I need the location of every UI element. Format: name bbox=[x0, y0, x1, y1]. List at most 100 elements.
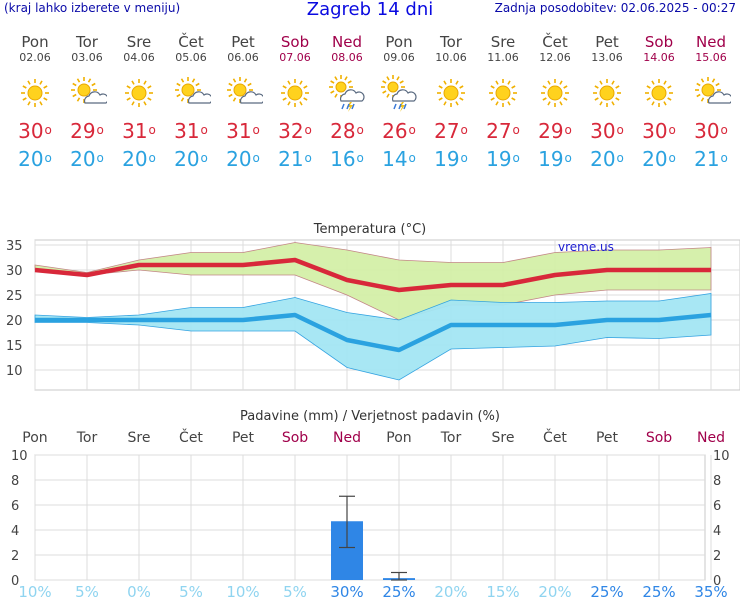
max-temp: 31o bbox=[217, 117, 269, 145]
sun-icon bbox=[269, 73, 321, 113]
min-temp: 20o bbox=[61, 145, 113, 173]
sun-icon bbox=[425, 73, 477, 113]
day-date: 09.06 bbox=[383, 51, 415, 64]
precip-day-label: Ned bbox=[697, 430, 725, 446]
degree-sign: o bbox=[460, 123, 468, 137]
min-temp: 19o bbox=[529, 145, 581, 173]
day-column: Pet 06.06 31o 20o bbox=[217, 34, 269, 173]
min-temp-band bbox=[34, 293, 712, 381]
degree-sign: o bbox=[564, 151, 572, 165]
precip-day-label: Pet bbox=[232, 430, 255, 446]
precip-probability-label: 15% bbox=[486, 583, 519, 600]
sun-icon bbox=[9, 73, 61, 113]
degree-sign: o bbox=[616, 123, 624, 137]
min-temp-value: 19 bbox=[434, 147, 460, 171]
min-temp-value: 20 bbox=[642, 147, 668, 171]
degree-sign: o bbox=[512, 151, 520, 165]
temp-tick-label: 35 bbox=[6, 239, 23, 254]
min-temp: 20o bbox=[633, 145, 685, 173]
max-temp-value: 27 bbox=[434, 119, 460, 143]
precip-day-label: Tor bbox=[76, 430, 98, 446]
precip-probability-label: 10% bbox=[18, 583, 51, 600]
temp-tick-label: 10 bbox=[6, 364, 23, 379]
day-column: Čet 05.06 31o 20o bbox=[165, 34, 217, 173]
precip-probability-label: 35% bbox=[694, 583, 727, 600]
degree-sign: o bbox=[148, 151, 156, 165]
max-temp-line bbox=[34, 257, 711, 293]
min-temp-value: 20 bbox=[122, 147, 148, 171]
day-name: Ned bbox=[696, 33, 726, 51]
location-menu-note[interactable]: (kraj lahko izberete v meniju) bbox=[4, 1, 181, 15]
precip-probability-label: 25% bbox=[590, 583, 623, 600]
degree-sign: o bbox=[44, 151, 52, 165]
day-date: 13.06 bbox=[591, 51, 623, 64]
degree-sign: o bbox=[356, 151, 364, 165]
precip-tick-label-left: 0 bbox=[11, 574, 19, 589]
day-column: Pet 13.06 30o 20o bbox=[581, 34, 633, 173]
sun-icon bbox=[477, 73, 529, 113]
precip-day-label: Čet bbox=[543, 428, 567, 446]
degree-sign: o bbox=[460, 151, 468, 165]
degree-sign: o bbox=[720, 123, 728, 137]
day-date: 06.06 bbox=[227, 51, 259, 64]
precip-day-label: Sre bbox=[492, 430, 515, 446]
precip-plot-area bbox=[34, 454, 706, 581]
precip-probability-label: 25% bbox=[382, 583, 415, 600]
page-title: Zagreb 14 dni bbox=[306, 0, 434, 20]
temp-tick-label: 25 bbox=[6, 289, 23, 304]
degree-sign: o bbox=[668, 123, 676, 137]
min-temp: 19o bbox=[425, 145, 477, 173]
precip-probability-label: 5% bbox=[75, 583, 99, 600]
max-temp: 30o bbox=[633, 117, 685, 145]
day-name: Čet bbox=[542, 33, 568, 51]
temp-tick-label: 20 bbox=[6, 314, 23, 329]
min-temp-value: 20 bbox=[226, 147, 252, 171]
day-column: Sob 07.06 32o 21o bbox=[269, 34, 321, 173]
day-column: Tor 10.06 27o 19o bbox=[425, 34, 477, 173]
precip-tick-label-left: 10 bbox=[11, 449, 28, 464]
precipitation-chart: Padavine (mm) / Verjetnost padavin (%) Po… bbox=[11, 409, 730, 600]
max-temp: 32o bbox=[269, 117, 321, 145]
day-date: 02.06 bbox=[19, 51, 51, 64]
max-temp-value: 30 bbox=[590, 119, 616, 143]
temp-tick-label: 30 bbox=[6, 264, 23, 279]
day-column: Pon 02.06 30o 20o bbox=[9, 34, 61, 173]
day-name: Pet bbox=[595, 33, 619, 51]
degree-sign: o bbox=[44, 123, 52, 137]
min-temp-line bbox=[35, 312, 712, 353]
degree-sign: o bbox=[304, 151, 312, 165]
sun-icon bbox=[113, 73, 165, 113]
max-temp: 28o bbox=[321, 117, 373, 145]
sun-cloud-icon bbox=[61, 73, 113, 113]
precip-probability-label: 10% bbox=[226, 583, 259, 600]
day-date: 14.06 bbox=[643, 51, 675, 64]
day-date: 12.06 bbox=[539, 51, 571, 64]
min-temp: 20o bbox=[113, 145, 165, 173]
precip-tick-label-right: 2 bbox=[713, 549, 721, 564]
precip-probability-label: 20% bbox=[538, 583, 571, 600]
day-date: 07.06 bbox=[279, 51, 311, 64]
precip-tick-label-right: 6 bbox=[713, 499, 721, 514]
min-temp: 16o bbox=[321, 145, 373, 173]
day-name: Čet bbox=[178, 33, 204, 51]
day-date: 11.06 bbox=[487, 51, 519, 64]
day-column: Pon 09.06 26o 14o bbox=[373, 34, 425, 173]
max-temp: 30o bbox=[9, 117, 61, 145]
precip-tick-label-left: 6 bbox=[11, 499, 19, 514]
day-date: 15.06 bbox=[695, 51, 727, 64]
precip-probability-label: 5% bbox=[179, 583, 203, 600]
min-temp-value: 20 bbox=[70, 147, 96, 171]
max-temp: 27o bbox=[477, 117, 529, 145]
day-column: Čet 12.06 29o 19o bbox=[529, 34, 581, 173]
day-name: Tor bbox=[440, 33, 462, 51]
max-temp: 26o bbox=[373, 117, 425, 145]
day-name: Sre bbox=[126, 33, 152, 51]
min-temp-value: 19 bbox=[486, 147, 512, 171]
degree-sign: o bbox=[252, 151, 260, 165]
degree-sign: o bbox=[96, 123, 104, 137]
precip-day-label: Pet bbox=[596, 430, 619, 446]
precip-probability-label: 5% bbox=[283, 583, 307, 600]
min-temp: 21o bbox=[269, 145, 321, 173]
day-column: Sre 11.06 27o 19o bbox=[477, 34, 529, 173]
